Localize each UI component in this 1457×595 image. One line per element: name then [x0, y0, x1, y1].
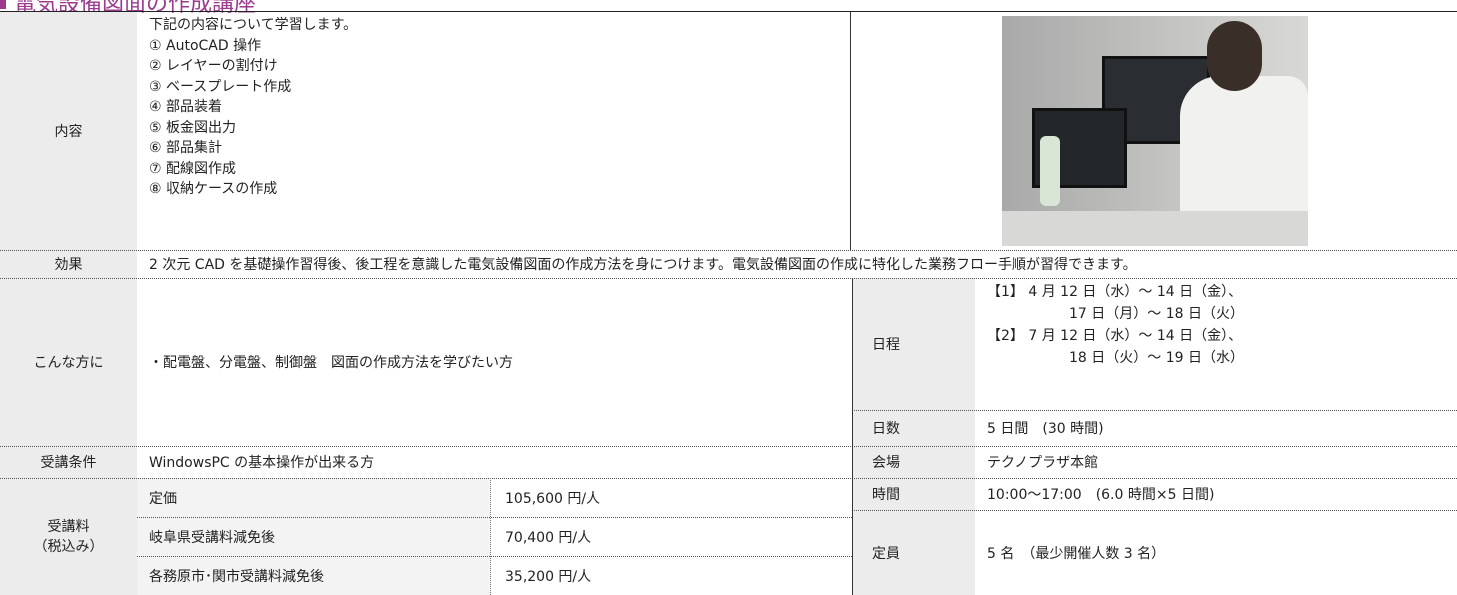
capacity: 5 名 （最少開催人数 3 名） [987, 545, 1166, 562]
rule [137, 517, 852, 518]
divider [850, 12, 851, 250]
fee-name: 各務原市･関市受講料減免後 [137, 556, 490, 595]
rule [0, 278, 1457, 279]
fee-name: 定価 [137, 478, 490, 517]
schedule: 【1】 4 月 12 日（水）～ 14 日（金）、 17 日（月）～ 18 日（火… [987, 281, 1244, 369]
requirements: WindowsPC の基本操作が出来る方 [149, 455, 375, 471]
label: 受講条件 [0, 446, 137, 478]
label: 定員 [852, 510, 975, 595]
content-line: ④ 部品装着 [149, 99, 223, 115]
content-line: ② レイヤーの割付け [149, 58, 278, 74]
schedule-line: 17 日（月）～ 18 日（火） [1069, 306, 1244, 322]
label: 日程 [852, 278, 975, 410]
rule [852, 510, 1457, 511]
label: 効果 [0, 250, 137, 278]
schedule-line: 18 日（火）～ 19 日（水） [1069, 350, 1244, 366]
desk [1002, 211, 1308, 246]
rule [0, 446, 1457, 447]
title-marker [0, 0, 6, 9]
hours: 10:00～17:00 (6.0 時間×5 日間) [987, 487, 1215, 503]
photo [1002, 16, 1308, 246]
fee-name: 岐阜県受講料減免後 [137, 517, 490, 556]
sublabel: （税込み） [33, 538, 104, 555]
rule [0, 250, 1457, 251]
head [1207, 21, 1262, 91]
target: ・配電盤、分電盤、制御盤 図面の作成方法を学びたい方 [149, 355, 513, 371]
rule [852, 410, 1457, 411]
effect: 2 次元 CAD を基礎操作習得後、後工程を意識した電気設備図面の作成方法を身に… [149, 257, 1137, 273]
bottle [1040, 136, 1060, 206]
content-line: ⑧ 収納ケースの作成 [149, 181, 278, 197]
schedule-line: 【2】 7 月 12 日（水）～ 14 日（金）、 [987, 328, 1243, 344]
fee-label: 受講料 （税込み） [0, 478, 137, 595]
fee-price: 70,400 円/人 [505, 529, 592, 546]
schedule-line: 【1】 4 月 12 日（水）～ 14 日（金）、 [987, 284, 1243, 300]
content-list: 下記の内容について学習します。 ① AutoCAD 操作 ② レイヤーの割付け ③ ベ… [149, 15, 357, 200]
label: 会場 [852, 446, 975, 478]
content-line: ⑦ 配線図作成 [149, 160, 237, 177]
label: 受講料 [47, 518, 90, 535]
divider [852, 278, 853, 595]
label: 日数 [852, 410, 975, 446]
content-line: ① AutoCAD 操作 [149, 37, 262, 54]
content-line: 下記の内容について学習します。 [149, 17, 358, 33]
days: 5 日間 (30 時間) [987, 421, 1104, 437]
top-rule [0, 11, 1457, 12]
label: こんな方に [0, 278, 137, 446]
content-line: ⑤ 板金図出力 [149, 119, 237, 136]
fee-price: 105,600 円/人 [505, 490, 601, 507]
venue: テクノプラザ本館 [987, 455, 1099, 471]
rule [137, 556, 852, 557]
rule [0, 478, 1457, 479]
content-line: ③ ベースプレート作成 [149, 78, 292, 95]
label: 内容 [0, 12, 137, 250]
label: 時間 [852, 478, 975, 510]
content-line: ⑥ 部品集計 [149, 140, 223, 156]
fee-price: 35,200 円/人 [505, 568, 592, 585]
divider [490, 478, 491, 595]
